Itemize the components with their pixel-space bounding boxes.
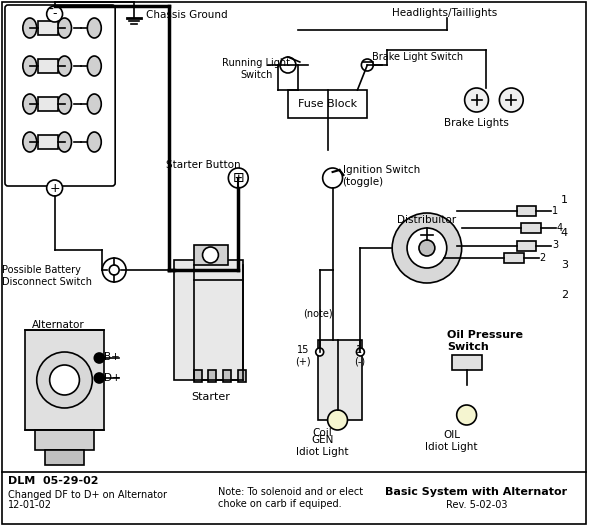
- Circle shape: [327, 410, 348, 430]
- Text: Fuse Block: Fuse Block: [298, 99, 357, 109]
- Bar: [208, 370, 217, 382]
- Bar: [38, 59, 57, 73]
- Text: Starter: Starter: [192, 392, 230, 402]
- Bar: [194, 245, 229, 265]
- Text: 1: 1: [561, 195, 568, 205]
- Circle shape: [229, 168, 248, 188]
- Circle shape: [47, 180, 63, 196]
- Circle shape: [50, 365, 79, 395]
- Text: DLM  05-29-02: DLM 05-29-02: [8, 476, 98, 486]
- Text: -: -: [52, 7, 57, 21]
- Ellipse shape: [57, 18, 72, 38]
- Bar: [517, 206, 536, 216]
- Text: 2: 2: [539, 254, 546, 264]
- Circle shape: [419, 240, 435, 256]
- Text: ⊞: ⊞: [233, 171, 244, 185]
- Text: (note): (note): [303, 308, 333, 318]
- Circle shape: [280, 57, 296, 73]
- Bar: [38, 21, 57, 35]
- Ellipse shape: [88, 132, 101, 152]
- Ellipse shape: [23, 18, 37, 38]
- Bar: [35, 430, 94, 450]
- Text: Brake Lights: Brake Lights: [444, 118, 509, 128]
- Text: Basic System with Alternator: Basic System with Alternator: [385, 487, 568, 497]
- Bar: [223, 370, 231, 382]
- Circle shape: [465, 88, 488, 112]
- Ellipse shape: [57, 94, 72, 114]
- Text: Headlights/Taillights: Headlights/Taillights: [392, 8, 497, 18]
- Bar: [288, 90, 367, 118]
- Bar: [238, 370, 246, 382]
- Bar: [318, 340, 362, 420]
- Text: D+: D+: [104, 373, 121, 383]
- Bar: [44, 450, 85, 465]
- Text: Note: To solenoid and or elect
choke on carb if equiped.: Note: To solenoid and or elect choke on …: [218, 487, 363, 509]
- Text: Ignition Switch
(toggle): Ignition Switch (toggle): [343, 165, 420, 187]
- FancyBboxPatch shape: [5, 5, 115, 186]
- Ellipse shape: [23, 56, 37, 76]
- Text: Chassis Ground: Chassis Ground: [146, 10, 227, 20]
- Bar: [25, 330, 104, 430]
- Bar: [38, 97, 57, 111]
- Text: B+: B+: [104, 352, 120, 362]
- Circle shape: [407, 228, 447, 268]
- Text: Starter Button: Starter Button: [166, 160, 241, 170]
- Circle shape: [392, 213, 462, 283]
- Ellipse shape: [57, 132, 72, 152]
- Circle shape: [94, 373, 104, 383]
- Text: -: -: [48, 3, 53, 17]
- Bar: [517, 240, 536, 250]
- Text: 1: 1: [552, 206, 558, 216]
- Text: Rev. 5-02-03: Rev. 5-02-03: [446, 500, 507, 510]
- Circle shape: [47, 6, 63, 22]
- Bar: [504, 254, 524, 264]
- Ellipse shape: [88, 94, 101, 114]
- Text: 4: 4: [561, 228, 568, 238]
- Bar: [452, 355, 481, 370]
- Text: OIL
Idiot Light: OIL Idiot Light: [426, 430, 478, 452]
- Text: Running Light
Switch: Running Light Switch: [222, 58, 290, 79]
- Circle shape: [500, 88, 523, 112]
- Circle shape: [323, 168, 343, 188]
- Text: 3: 3: [561, 260, 568, 270]
- Text: GEN
Idiot Light: GEN Idiot Light: [297, 435, 349, 457]
- Text: +: +: [49, 181, 60, 195]
- Text: 12-01-02: 12-01-02: [8, 500, 52, 510]
- Bar: [173, 260, 243, 380]
- Circle shape: [361, 59, 374, 71]
- Text: Changed DF to D+ on Alternator: Changed DF to D+ on Alternator: [8, 490, 167, 500]
- Text: 4: 4: [557, 223, 563, 233]
- Ellipse shape: [23, 132, 37, 152]
- Text: Coil: Coil: [313, 428, 333, 438]
- Text: 3: 3: [552, 240, 558, 250]
- Circle shape: [109, 265, 119, 275]
- Text: 15
(+): 15 (+): [295, 345, 311, 367]
- Circle shape: [102, 258, 126, 282]
- Bar: [38, 135, 57, 149]
- Bar: [521, 223, 541, 233]
- Text: Possible Battery
Disconnect Switch: Possible Battery Disconnect Switch: [2, 265, 92, 287]
- Circle shape: [356, 348, 364, 356]
- Circle shape: [316, 348, 324, 356]
- Text: Oil Pressure
Switch: Oil Pressure Switch: [447, 330, 523, 351]
- Ellipse shape: [57, 56, 72, 76]
- Ellipse shape: [23, 94, 37, 114]
- Circle shape: [456, 405, 477, 425]
- Text: 2: 2: [561, 290, 568, 300]
- Text: Brake Light Switch: Brake Light Switch: [372, 52, 464, 62]
- Text: 1
(-): 1 (-): [354, 345, 365, 367]
- Text: Distribuitor: Distribuitor: [397, 215, 456, 225]
- Circle shape: [202, 247, 218, 263]
- Bar: [194, 370, 201, 382]
- Ellipse shape: [88, 18, 101, 38]
- Circle shape: [37, 352, 92, 408]
- Ellipse shape: [88, 56, 101, 76]
- Circle shape: [94, 353, 104, 363]
- Text: Alternator: Alternator: [32, 320, 85, 330]
